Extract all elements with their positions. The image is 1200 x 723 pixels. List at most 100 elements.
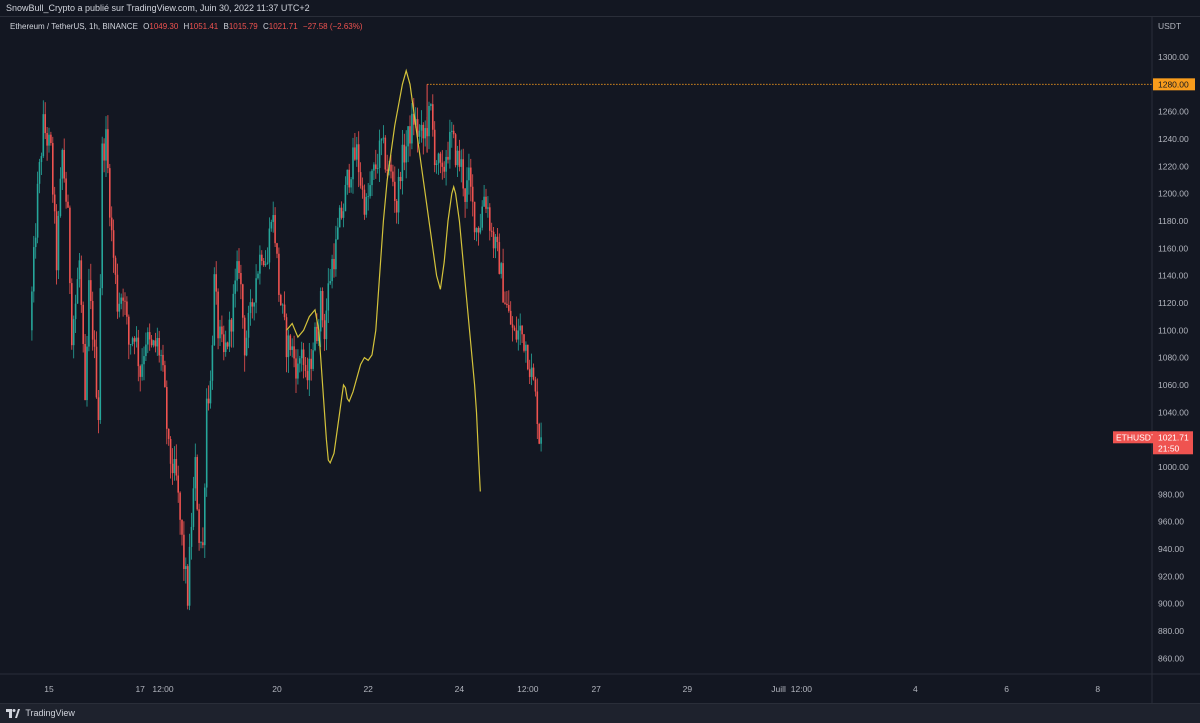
candle[interactable] — [411, 113, 413, 144]
candle[interactable] — [447, 156, 449, 160]
candle[interactable] — [300, 349, 303, 359]
candle[interactable] — [95, 346, 98, 398]
candle[interactable] — [42, 114, 45, 157]
candle[interactable] — [424, 128, 426, 139]
candle[interactable] — [46, 133, 48, 146]
candle[interactable] — [479, 227, 482, 233]
candle[interactable] — [171, 463, 174, 474]
candle[interactable] — [386, 169, 388, 171]
candle[interactable] — [304, 364, 307, 372]
candle[interactable] — [76, 279, 79, 304]
candle[interactable] — [249, 302, 252, 313]
candle[interactable] — [394, 181, 396, 201]
candle[interactable] — [215, 274, 217, 292]
candle[interactable] — [312, 350, 314, 369]
candle[interactable] — [245, 337, 248, 356]
candle[interactable] — [128, 316, 130, 345]
candle[interactable] — [452, 130, 455, 135]
candle[interactable] — [302, 349, 305, 365]
candle[interactable] — [61, 149, 64, 179]
candle[interactable] — [477, 228, 480, 233]
candle[interactable] — [31, 291, 33, 331]
candle[interactable] — [86, 346, 88, 401]
candle[interactable] — [481, 206, 483, 228]
candle[interactable] — [40, 156, 43, 163]
candle[interactable] — [211, 345, 214, 381]
candle[interactable] — [293, 346, 295, 359]
candle[interactable] — [194, 457, 197, 489]
candle[interactable] — [243, 317, 246, 356]
candle[interactable] — [143, 356, 145, 365]
candle[interactable] — [276, 243, 278, 254]
candle[interactable] — [97, 397, 100, 421]
candle[interactable] — [432, 104, 434, 130]
candle[interactable] — [475, 228, 478, 233]
candle[interactable] — [441, 162, 444, 167]
candle[interactable] — [196, 457, 198, 510]
candle[interactable] — [259, 254, 261, 274]
candle[interactable] — [135, 337, 138, 342]
candle[interactable] — [422, 124, 425, 139]
candle[interactable] — [230, 319, 233, 332]
candle[interactable] — [359, 172, 362, 186]
candle[interactable] — [433, 129, 436, 166]
candle[interactable] — [190, 526, 193, 547]
candle[interactable] — [420, 124, 423, 131]
candle[interactable] — [397, 176, 400, 213]
candle[interactable] — [346, 169, 349, 185]
candle[interactable] — [333, 258, 335, 270]
candle[interactable] — [308, 358, 311, 381]
candle[interactable] — [508, 305, 510, 311]
candle[interactable] — [48, 134, 50, 146]
candle[interactable] — [226, 342, 229, 347]
candle[interactable] — [490, 230, 493, 232]
candle[interactable] — [185, 566, 187, 569]
candle[interactable] — [169, 438, 172, 464]
projection-drawing[interactable] — [286, 68, 481, 492]
candle[interactable] — [319, 291, 322, 332]
candle[interactable] — [110, 217, 113, 231]
candle[interactable] — [253, 302, 255, 307]
candle[interactable] — [367, 196, 369, 197]
candle[interactable] — [162, 354, 164, 366]
candle[interactable] — [78, 260, 81, 280]
candle[interactable] — [274, 215, 276, 244]
candle[interactable] — [443, 166, 445, 172]
candle[interactable] — [335, 239, 337, 270]
candle[interactable] — [470, 167, 472, 187]
candle[interactable] — [36, 183, 39, 238]
candle[interactable] — [118, 303, 121, 312]
candle[interactable] — [173, 459, 176, 474]
candle[interactable] — [228, 319, 231, 347]
price-axis[interactable] — [1152, 17, 1200, 703]
candle[interactable] — [112, 230, 115, 258]
candle[interactable] — [306, 371, 309, 381]
candle[interactable] — [264, 263, 267, 266]
candle[interactable] — [84, 343, 86, 401]
candle[interactable] — [458, 150, 461, 167]
candle[interactable] — [219, 326, 221, 339]
candle[interactable] — [356, 144, 358, 160]
candle[interactable] — [439, 153, 442, 163]
candle[interactable] — [401, 144, 404, 182]
candle[interactable] — [327, 283, 330, 311]
candle[interactable] — [69, 207, 71, 284]
candle[interactable] — [435, 163, 438, 166]
candle[interactable] — [99, 288, 102, 421]
candle[interactable] — [466, 180, 468, 202]
candle[interactable] — [147, 332, 149, 345]
candle[interactable] — [363, 189, 366, 215]
candle[interactable] — [352, 147, 354, 180]
candle[interactable] — [468, 167, 470, 181]
candle[interactable] — [384, 137, 387, 170]
candle[interactable] — [38, 162, 41, 184]
candle[interactable] — [515, 330, 518, 340]
candle[interactable] — [392, 171, 394, 182]
candle[interactable] — [506, 303, 508, 306]
candle[interactable] — [289, 335, 292, 350]
candle[interactable] — [403, 144, 406, 163]
candle[interactable] — [103, 143, 105, 161]
candle[interactable] — [65, 178, 67, 202]
candle[interactable] — [361, 185, 364, 190]
candle[interactable] — [192, 488, 195, 527]
